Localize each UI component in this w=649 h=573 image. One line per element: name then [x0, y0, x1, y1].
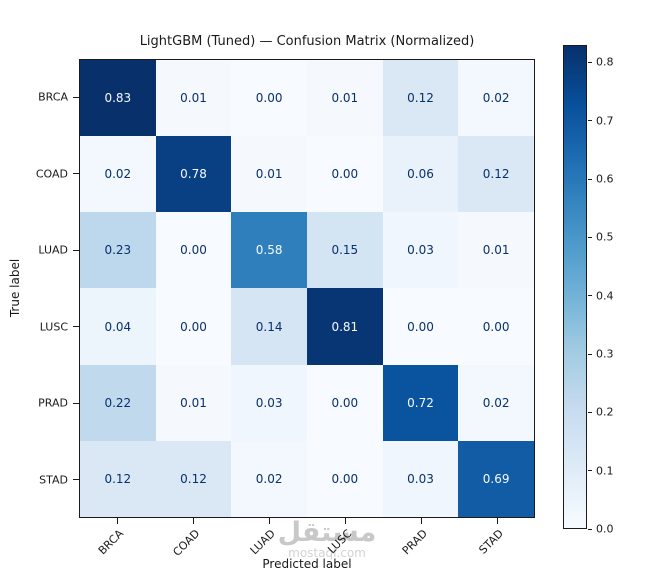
matrix-cell-BRCA-COAD: 0.01: [155, 60, 232, 137]
matrix-cell-BRCA-LUSC: 0.01: [306, 60, 383, 137]
matrix-cell-COAD-COAD: 0.78: [155, 136, 232, 213]
colorbar-tick-label-0.6: 0.6: [596, 172, 614, 186]
matrix-cell-COAD-LUSC: 0.00: [306, 136, 383, 213]
x-tick-label-PRAD: PRAD: [399, 527, 431, 558]
y-tick-mark: [73, 96, 79, 98]
matrix-cell-LUSC-BRCA: 0.04: [80, 288, 156, 365]
matrix-cell-LUSC-PRAD: 0.00: [382, 288, 459, 365]
matrix-cell-BRCA-PRAD: 0.12: [382, 60, 459, 137]
y-tick-label-LUSC: LUSC: [39, 320, 68, 334]
y-tick-mark: [73, 326, 79, 328]
heatmap-plot-area: 0.83 0.01 0.00 0.01 0.12 0.02 0.02 0.78 0.01 0.00…: [79, 59, 535, 518]
matrix-cell-PRAD-LUSC: 0.00: [306, 364, 383, 441]
matrix-cell-BRCA-STAD: 0.02: [458, 60, 534, 137]
colorbar-tick-label-0.8: 0.8: [596, 55, 614, 69]
colorbar-tick-label-0.7: 0.7: [596, 114, 614, 128]
y-tick-mark: [73, 479, 79, 481]
matrix-cell-STAD-LUSC: 0.00: [306, 440, 383, 517]
colorbar: [563, 45, 587, 529]
watermark-brand: مستقل: [277, 517, 377, 548]
matrix-cell-COAD-PRAD: 0.06: [382, 136, 459, 213]
y-tick-label-LUAD: LUAD: [38, 243, 68, 257]
x-axis-title: Predicted label: [262, 557, 352, 571]
matrix-cell-LUSC-LUAD: 0.14: [231, 288, 307, 365]
matrix-cell-PRAD-BRCA: 0.22: [80, 364, 156, 441]
colorbar-tick-mark: [588, 178, 592, 180]
colorbar-tick-mark: [588, 236, 592, 238]
x-tick-label-COAD: COAD: [170, 527, 203, 559]
colorbar-tick-mark: [588, 528, 592, 530]
x-tick-mark: [420, 518, 422, 524]
matrix-cell-LUSC-LUSC: 0.81: [306, 288, 383, 365]
watermark-domain: mostaql.com: [288, 546, 366, 560]
colorbar-tick-mark: [588, 61, 592, 63]
matrix-cell-LUAD-COAD: 0.00: [155, 212, 232, 289]
colorbar-tick-mark: [588, 295, 592, 297]
y-tick-label-STAD: STAD: [39, 473, 68, 487]
matrix-cell-BRCA-BRCA: 0.83: [80, 60, 156, 137]
matrix-cell-LUAD-PRAD: 0.03: [382, 212, 459, 289]
matrix-cell-LUSC-STAD: 0.00: [458, 288, 534, 365]
x-tick-label-LUAD: LUAD: [248, 527, 279, 558]
y-tick-label-BRCA: BRCA: [38, 90, 68, 104]
colorbar-tick-label-0.3: 0.3: [596, 347, 614, 361]
colorbar-tick-label-0.4: 0.4: [596, 289, 614, 303]
matrix-cell-LUAD-LUSC: 0.15: [306, 212, 383, 289]
colorbar-tick-mark: [588, 120, 592, 122]
matrix-cell-STAD-PRAD: 0.03: [382, 440, 459, 517]
x-tick-mark: [496, 518, 498, 524]
x-tick-mark: [192, 518, 194, 524]
colorbar-tick-label-0.2: 0.2: [596, 405, 614, 419]
matrix-cell-COAD-LUAD: 0.01: [231, 136, 307, 213]
matrix-cell-PRAD-PRAD: 0.72: [382, 364, 459, 441]
matrix-cell-PRAD-LUAD: 0.03: [231, 364, 307, 441]
matrix-cell-LUAD-STAD: 0.01: [458, 212, 534, 289]
y-tick-mark: [73, 173, 79, 175]
x-tick-mark: [268, 518, 270, 524]
colorbar-tick-label-0.5: 0.5: [596, 230, 614, 244]
matrix-cell-STAD-LUAD: 0.02: [231, 440, 307, 517]
colorbar-tick-mark: [588, 353, 592, 355]
matrix-cell-PRAD-STAD: 0.02: [458, 364, 534, 441]
matrix-cell-LUSC-COAD: 0.00: [155, 288, 232, 365]
x-tick-label-BRCA: BRCA: [95, 527, 127, 558]
matrix-cell-BRCA-LUAD: 0.00: [231, 60, 307, 137]
x-tick-label-STAD: STAD: [476, 527, 507, 557]
y-tick-label-PRAD: PRAD: [38, 396, 68, 410]
y-tick-label-COAD: COAD: [35, 167, 68, 181]
colorbar-tick-label-0.1: 0.1: [596, 464, 614, 478]
matrix-cell-COAD-BRCA: 0.02: [80, 136, 156, 213]
colorbar-tick-mark: [588, 411, 592, 413]
x-tick-mark: [344, 518, 346, 524]
matrix-cell-COAD-STAD: 0.12: [458, 136, 534, 213]
colorbar-tick-mark: [588, 470, 592, 472]
matrix-cell-STAD-STAD: 0.69: [458, 440, 534, 517]
matrix-cell-STAD-BRCA: 0.12: [80, 440, 156, 517]
chart-title: LightGBM (Tuned) — Confusion Matrix (Nor…: [139, 34, 475, 49]
y-tick-mark: [73, 402, 79, 404]
y-tick-mark: [73, 249, 79, 251]
y-axis-title: True label: [8, 258, 22, 318]
colorbar-tick-label-0.0: 0.0: [596, 522, 614, 536]
matrix-cell-LUAD-BRCA: 0.23: [80, 212, 156, 289]
matrix-cell-STAD-COAD: 0.12: [155, 440, 232, 517]
matrix-cell-LUAD-LUAD: 0.58: [231, 212, 307, 289]
matrix-cell-PRAD-COAD: 0.01: [155, 364, 232, 441]
x-tick-mark: [116, 518, 118, 524]
